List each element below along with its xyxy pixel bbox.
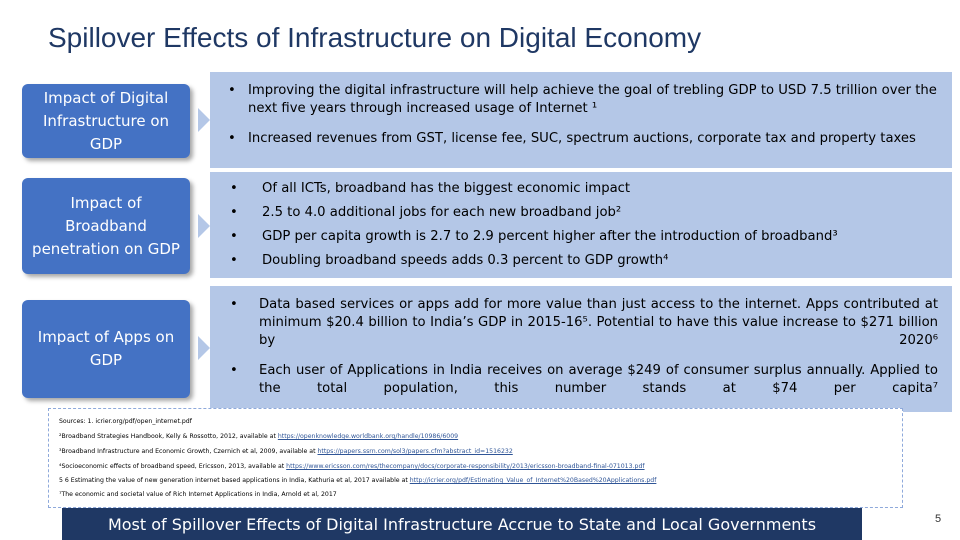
bullet-text: 2.5 to 4.0 additional jobs for each new … (262, 205, 622, 220)
label-apps: Impact of Apps on GDP (22, 300, 190, 398)
bullet-item: • Each user of Applications in India rec… (230, 362, 938, 398)
bullet-dot: • (228, 83, 236, 98)
connector-arrow (198, 108, 210, 132)
source-link[interactable]: https://papers.ssrn.com/sol3/papers.cfm?… (317, 448, 513, 455)
bullet-item: • Of all ICTs, broadband has the biggest… (230, 180, 942, 198)
bullet-text: Improving the digital infrastructure wil… (248, 83, 937, 116)
label-broadband-penetration: Impact of Broadband penetration on GDP (22, 178, 190, 274)
source-line: ³Broadband Infrastructure and Economic G… (59, 448, 513, 455)
label-text: Impact of Digital Infrastructure on GDP (42, 88, 170, 153)
content-broadband-penetration: • Of all ICTs, broadband has the biggest… (210, 172, 952, 278)
connector-arrow (198, 214, 210, 238)
source-text: ⁴Socioeconomic effects of broadband spee… (59, 463, 287, 470)
source-text: 5 6 Estimating the value of new generati… (59, 477, 410, 484)
label-text: Impact of Apps on GDP (37, 328, 175, 369)
banner-text: Most of Spillover Effects of Digital Inf… (107, 514, 817, 534)
label-text: Impact of Broadband penetration on GDP (32, 193, 180, 258)
bullet-item: • Increased revenues from GST, license f… (228, 130, 940, 148)
bullet-item: • Doubling broadband speeds adds 0.3 per… (230, 252, 942, 270)
source-link[interactable]: https://www.ericsson.com/res/thecompany/… (286, 463, 645, 470)
bullet-dot: • (230, 253, 238, 268)
bullet-text: GDP per capita growth is 2.7 to 2.9 perc… (262, 229, 838, 244)
bullet-item: • Improving the digital infrastructure w… (228, 82, 940, 118)
source-text: ²Broadband Strategies Handbook, Kelly & … (59, 433, 278, 440)
source-line: ²Broadband Strategies Handbook, Kelly & … (59, 433, 458, 440)
sources-box: Sources: 1. icrier.org/pdf/open_internet… (48, 408, 903, 508)
content-digital-infrastructure: • Improving the digital infrastructure w… (210, 72, 952, 168)
bullet-text: Doubling broadband speeds adds 0.3 perce… (262, 253, 669, 268)
source-line: ⁴Socioeconomic effects of broadband spee… (59, 463, 645, 470)
bullet-item: • GDP per capita growth is 2.7 to 2.9 pe… (230, 228, 942, 246)
bullet-dot: • (230, 297, 238, 312)
source-line: 5 6 Estimating the value of new generati… (59, 477, 656, 484)
bullet-dot: • (230, 363, 238, 378)
page-number: 5 (935, 513, 942, 525)
bullet-text: Each user of Applications in India recei… (259, 363, 938, 396)
source-text: ³Broadband Infrastructure and Economic G… (59, 448, 318, 455)
summary-banner: Most of Spillover Effects of Digital Inf… (62, 508, 862, 540)
slide-title: Spillover Effects of Infrastructure on D… (48, 22, 702, 53)
source-line: Sources: 1. icrier.org/pdf/open_internet… (59, 418, 192, 425)
source-link[interactable]: https://openknowledge.worldbank.org/hand… (277, 433, 459, 440)
bullet-item: • 2.5 to 4.0 additional jobs for each ne… (230, 204, 942, 222)
bullet-dot: • (230, 181, 238, 196)
bullet-item: • Data based services or apps add for mo… (230, 296, 938, 350)
source-text: Sources: 1. icrier.org/pdf/open_internet… (59, 418, 192, 425)
connector-arrow (198, 336, 210, 360)
bullet-dot: • (230, 229, 238, 244)
source-line: ⁷The economic and societal value of Rich… (59, 491, 337, 498)
bullet-text: Data based services or apps add for more… (259, 297, 938, 348)
content-apps: • Data based services or apps add for mo… (210, 286, 952, 412)
bullet-dot: • (230, 205, 238, 220)
label-digital-infrastructure: Impact of Digital Infrastructure on GDP (22, 84, 190, 158)
source-link[interactable]: http://icrier.org/pdf/Estimating_Value_o… (409, 477, 657, 484)
source-text: ⁷The economic and societal value of Rich… (59, 491, 337, 498)
bullet-dot: • (228, 131, 236, 146)
bullet-text: Of all ICTs, broadband has the biggest e… (262, 181, 631, 196)
bullet-text: Increased revenues from GST, license fee… (248, 131, 916, 146)
